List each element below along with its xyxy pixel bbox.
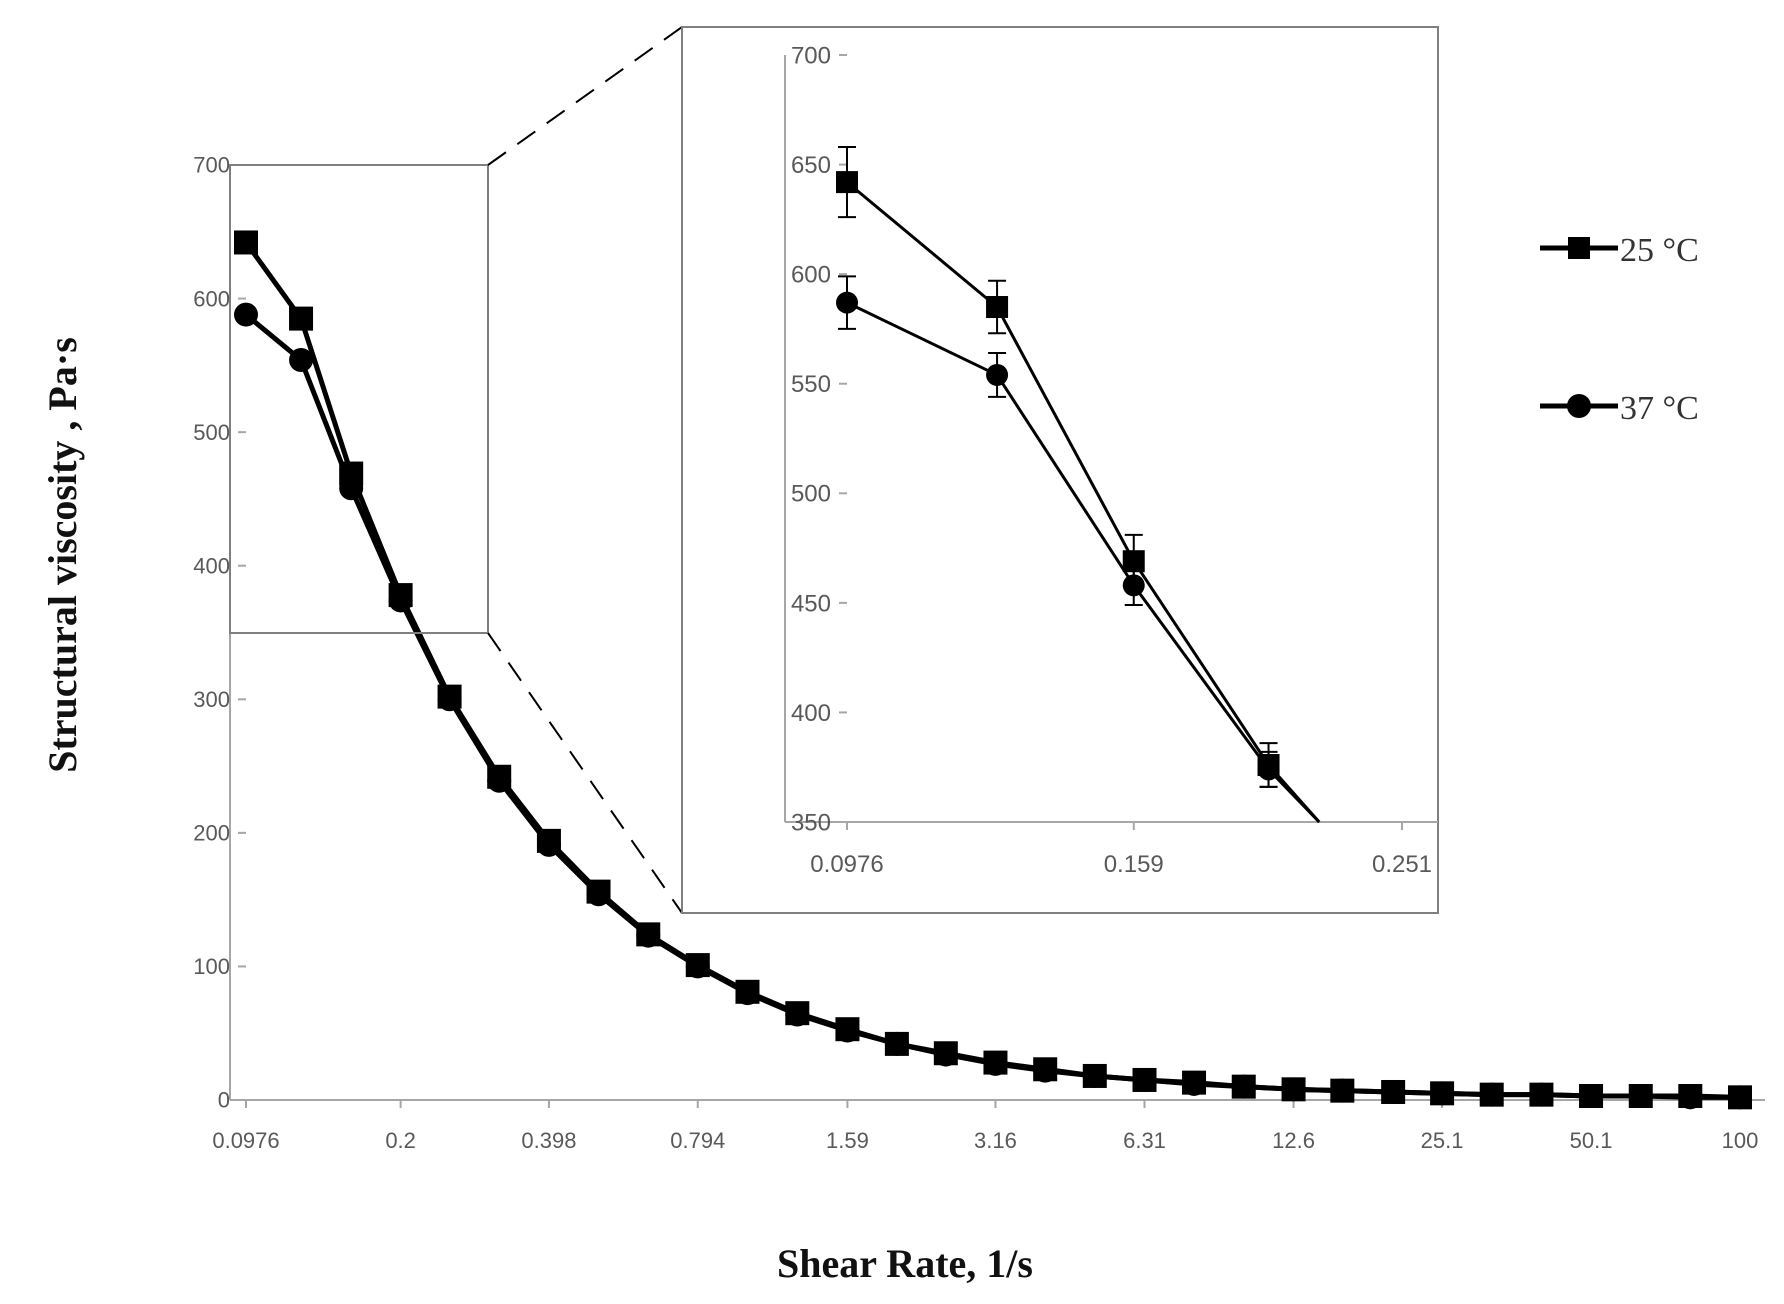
- main-point-circle: [1330, 1078, 1355, 1103]
- zoom-region-box: [229, 164, 489, 634]
- main-y-tick-label: 400: [193, 553, 230, 578]
- main-y-tick-label: 600: [193, 286, 230, 311]
- legend: 25 °C 37 °C: [1540, 232, 1699, 427]
- inset-point-square: [986, 296, 1009, 319]
- main-point-circle: [685, 954, 710, 979]
- legend-square-marker: [1568, 237, 1590, 259]
- main-x-tick-label: 3.16: [974, 1128, 1017, 1153]
- main-x-tick-label: 0.2: [385, 1128, 416, 1153]
- main-point-circle: [1381, 1079, 1406, 1104]
- main-point-circle: [1082, 1063, 1107, 1088]
- main-x-tick-label: 12.6: [1272, 1128, 1315, 1153]
- zoom-connector-top: [487, 26, 683, 166]
- inset-y-tick-label: 350: [791, 809, 831, 836]
- main-x-tick-label: 50.1: [1570, 1128, 1613, 1153]
- inset-y-tick-label: 450: [791, 590, 831, 617]
- main-point-circle: [1430, 1081, 1455, 1106]
- legend-item-25c: 25 °C: [1540, 232, 1699, 269]
- y-axis-title: Structural viscosity , Pa·s: [40, 337, 85, 773]
- main-y-tick-label: 500: [193, 420, 230, 445]
- inset-y-tick-label: 400: [791, 700, 831, 727]
- main-point-circle: [1628, 1083, 1653, 1108]
- inset-y-ticks: 350 400 450 500 550 600 650 700: [791, 42, 847, 836]
- main-x-tick-label: 25.1: [1421, 1128, 1464, 1153]
- main-point-circle: [1132, 1067, 1157, 1092]
- x-axis-title: Shear Rate, 1/s: [777, 1241, 1033, 1286]
- main-plot: 0 100 200 300 400 500 600 700 0.0976 0.2 0.398 0.7…: [193, 153, 1765, 1153]
- inset-y-tick-label: 500: [791, 481, 831, 508]
- main-point-circle: [1678, 1085, 1703, 1110]
- main-y-tick-label: 700: [193, 153, 230, 178]
- main-point-circle: [1479, 1082, 1504, 1107]
- main-point-circle: [1579, 1083, 1604, 1108]
- main-point-square: [234, 230, 258, 255]
- main-point-square: [289, 306, 314, 331]
- inset-y-tick-label: 700: [791, 42, 831, 69]
- main-y-tick-label: 0: [218, 1088, 230, 1113]
- legend-label-25c: 25 °C: [1620, 232, 1699, 269]
- main-point-circle: [884, 1031, 909, 1056]
- main-point-circle: [234, 302, 258, 327]
- main-point-circle: [339, 476, 364, 501]
- inset-point-circle: [986, 363, 1009, 386]
- inset-point-square: [1122, 550, 1145, 573]
- inset-point-circle: [1122, 574, 1145, 597]
- main-point-circle: [1529, 1082, 1554, 1107]
- main-y-ticks: 0 100 200 300 400 500 600 700: [193, 153, 246, 1113]
- inset-series: [836, 146, 1321, 824]
- inset-x-ticks: 0.0976 0.159 0.251: [810, 822, 1432, 878]
- main-x-tick-label: 0.398: [521, 1128, 576, 1153]
- inset-y-tick-label: 550: [791, 371, 831, 398]
- inset-x-tick-label: 0.159: [1104, 851, 1164, 878]
- main-y-tick-label: 100: [193, 954, 230, 979]
- main-point-circle: [289, 348, 314, 373]
- main-x-tick-label: 100: [1722, 1128, 1759, 1153]
- zoom-connector-bottom: [487, 632, 683, 914]
- main-point-circle: [1728, 1085, 1752, 1110]
- inset-x-tick-label: 0.0976: [810, 851, 883, 878]
- main-point-circle: [1182, 1071, 1207, 1096]
- inset-plot: 350 400 450 500 550 600 650 700 0.0976 0.159 0.25…: [681, 26, 1439, 914]
- main-point-circle: [983, 1051, 1008, 1076]
- main-point-circle: [785, 1002, 810, 1027]
- main-point-circle: [388, 588, 413, 613]
- inset-x-tick-label: 0.251: [1372, 851, 1432, 878]
- main-point-circle: [835, 1018, 860, 1043]
- main-point-circle: [1231, 1074, 1256, 1099]
- main-point-circle: [1281, 1077, 1306, 1102]
- main-x-tick-label: 0.0976: [212, 1128, 279, 1153]
- inset-y-tick-label: 650: [791, 152, 831, 179]
- main-point-circle: [536, 832, 561, 857]
- inset-point-circle: [836, 291, 858, 314]
- main-y-tick-label: 200: [193, 821, 230, 846]
- inset-point-square: [836, 171, 858, 194]
- main-x-ticks: 0.0976 0.2 0.398 0.794 1.59 3.16 6.31 12.6 25.1 5…: [212, 1100, 1758, 1153]
- main-point-circle: [586, 882, 611, 907]
- legend-circle-marker: [1567, 394, 1591, 418]
- main-point-circle: [933, 1042, 958, 1067]
- legend-label-37c: 37 °C: [1620, 390, 1699, 427]
- main-x-tick-label: 0.794: [670, 1128, 725, 1153]
- main-point-circle: [1033, 1058, 1058, 1083]
- main-point-circle: [636, 923, 661, 948]
- main-series: [234, 230, 1752, 1110]
- main-point-circle: [735, 981, 760, 1006]
- main-x-tick-label: 6.31: [1123, 1128, 1166, 1153]
- inset-point-circle: [1257, 758, 1280, 781]
- main-x-tick-label: 1.59: [826, 1128, 869, 1153]
- legend-item-37c: 37 °C: [1540, 390, 1699, 427]
- main-y-tick-label: 300: [193, 687, 230, 712]
- main-point-circle: [437, 687, 462, 712]
- inset-y-tick-label: 600: [791, 262, 831, 289]
- main-point-circle: [487, 768, 512, 793]
